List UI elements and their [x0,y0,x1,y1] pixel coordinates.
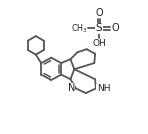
Text: NH: NH [97,84,110,93]
Text: N: N [68,83,75,93]
Text: O: O [111,23,119,33]
Text: OH: OH [92,39,106,48]
Text: S: S [96,23,102,33]
Text: O: O [95,8,103,18]
Text: CH$_3$: CH$_3$ [71,22,87,35]
